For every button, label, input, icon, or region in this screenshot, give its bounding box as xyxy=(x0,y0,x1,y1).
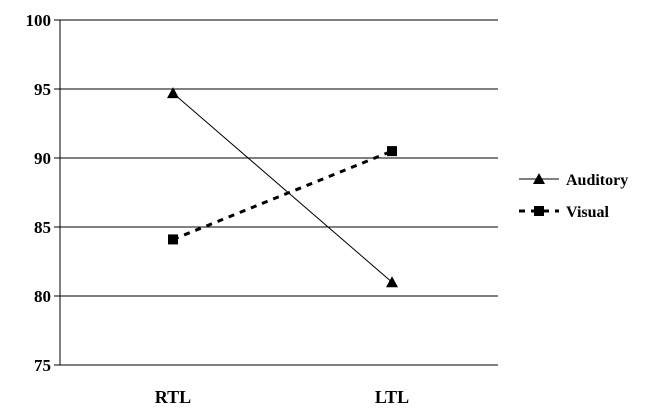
gridlines xyxy=(54,19,498,366)
y-tick-label: 90 xyxy=(34,149,51,168)
legend-item: Auditory xyxy=(519,172,628,189)
y-tick-label: 95 xyxy=(34,80,51,99)
data-point xyxy=(168,234,178,245)
data-point xyxy=(386,276,398,288)
series-visual xyxy=(168,146,397,245)
legend-label: Auditory xyxy=(566,172,628,189)
legend-label: Visual xyxy=(566,204,610,221)
y-tick-label: 80 xyxy=(34,287,51,306)
data-point xyxy=(387,146,397,157)
y-tick-label: 85 xyxy=(34,218,51,237)
y-tick-labels: 75 80 85 90 95 100 xyxy=(26,11,52,375)
legend: Auditory Visual xyxy=(519,172,628,221)
series-line xyxy=(172,149,393,241)
x-tick-label: LTL xyxy=(375,387,409,407)
series-line xyxy=(172,92,393,283)
legend-item: Visual xyxy=(519,204,610,221)
series-auditory xyxy=(167,87,398,288)
y-tick-label: 100 xyxy=(26,11,52,30)
legend-marker xyxy=(533,173,545,184)
x-tick-labels: RTL LTL xyxy=(155,387,409,407)
legend-marker xyxy=(534,206,544,216)
data-point xyxy=(167,87,179,99)
x-tick-label: RTL xyxy=(155,387,191,407)
series xyxy=(167,87,398,288)
y-tick-label: 75 xyxy=(34,356,51,375)
